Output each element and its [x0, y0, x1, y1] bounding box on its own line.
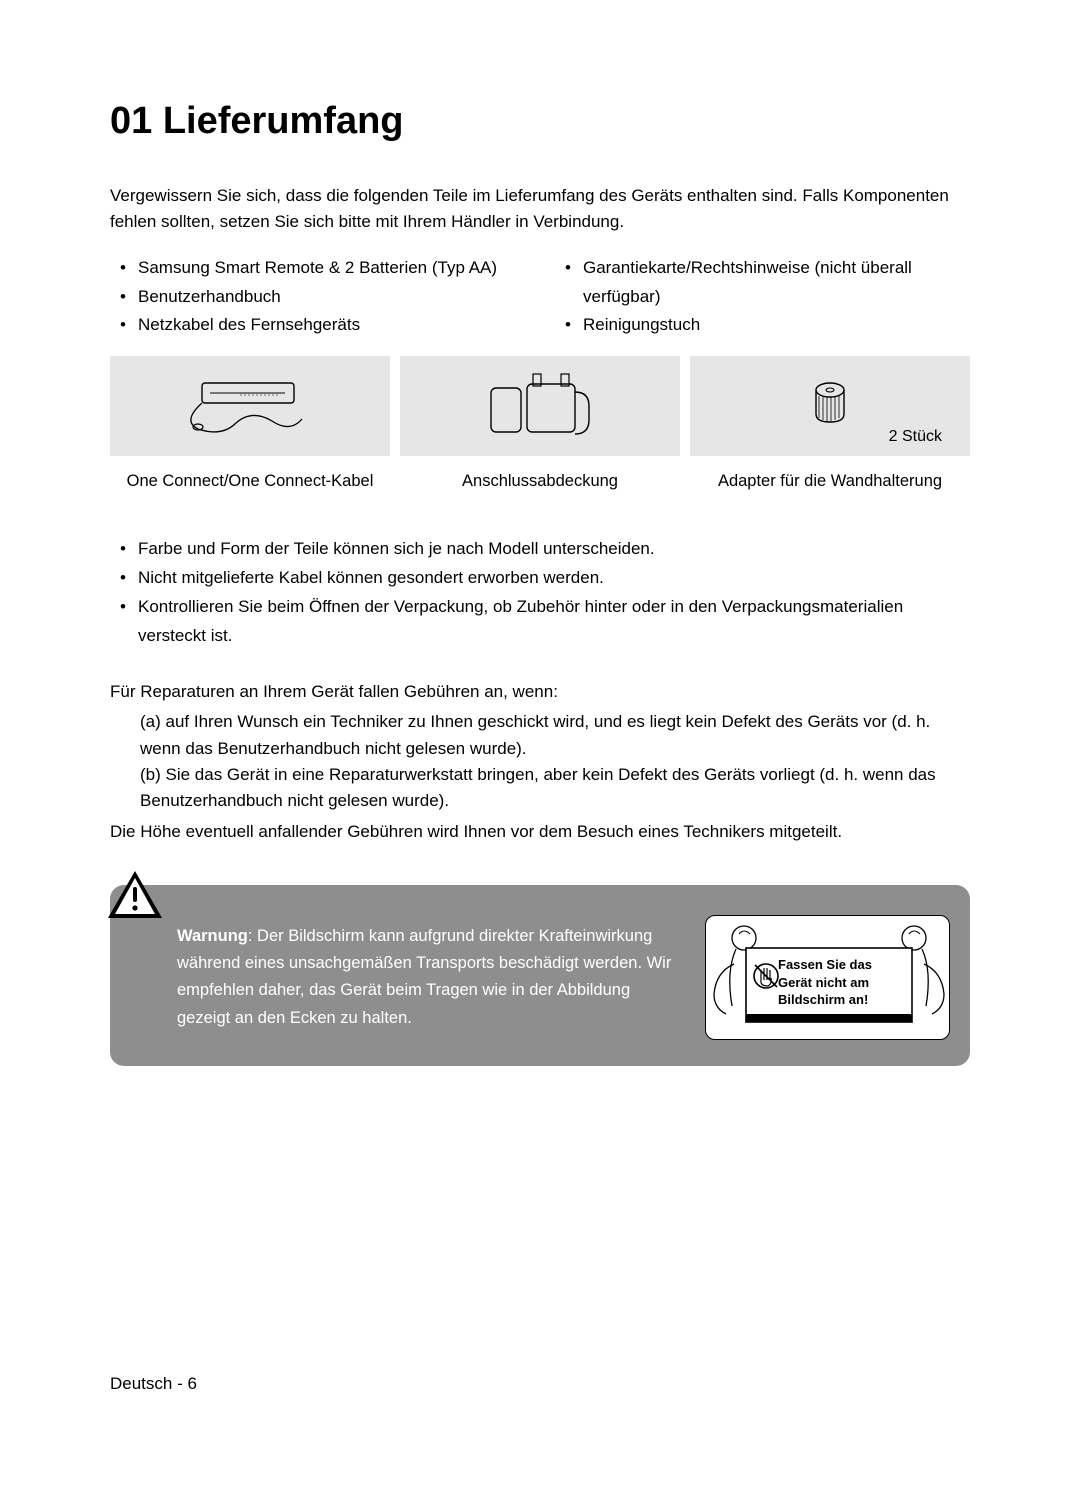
figure-one-connect [110, 356, 390, 456]
warning-illustration: Fassen Sie das Gerät nicht am Bildschirm… [705, 915, 950, 1040]
repair-heading: Für Reparaturen an Ihrem Gerät fallen Ge… [110, 679, 970, 705]
illus-line: Fassen Sie das [778, 957, 872, 972]
one-connect-icon [180, 371, 320, 441]
figure-caption: Adapter für die Wandhalterung [690, 466, 970, 491]
list-item: Samsung Smart Remote & 2 Batterien (Typ … [138, 254, 525, 283]
repair-after: Die Höhe eventuell anfallender Gebühren … [110, 819, 970, 845]
page-footer: Deutsch - 6 [110, 1374, 197, 1394]
figure-adapter: 2 Stück [690, 356, 970, 456]
items-columns: Samsung Smart Remote & 2 Batterien (Typ … [110, 254, 970, 341]
figure-caption: One Connect/One Connect-Kabel [110, 466, 390, 491]
list-item: Nicht mitgelieferte Kabel können gesonde… [138, 564, 970, 593]
warning-block: Warnung: Der Bildschirm kann aufgrund di… [110, 885, 970, 1066]
adapter-icon [800, 378, 860, 434]
list-item: Kontrollieren Sie beim Öffnen der Verpac… [138, 593, 970, 651]
items-left-col: Samsung Smart Remote & 2 Batterien (Typ … [110, 254, 525, 341]
list-item: Garantiekarte/Rechtshinweise (nicht über… [583, 254, 970, 312]
adapter-quantity: 2 Stück [889, 428, 942, 446]
cover-icon [475, 366, 605, 446]
repair-item-a: (a) auf Ihren Wunsch ein Techniker zu Ih… [110, 709, 970, 762]
figures-row: 2 Stück [110, 356, 970, 456]
notes-list: Farbe und Form der Teile können sich je … [110, 535, 970, 651]
warning-triangle-icon [106, 869, 164, 926]
figure-caption: Anschlussabdeckung [400, 466, 680, 491]
items-right-col: Garantiekarte/Rechtshinweise (nicht über… [555, 254, 970, 341]
list-item: Reinigungstuch [583, 311, 970, 340]
warning-illus-text: Fassen Sie das Gerät nicht am Bildschirm… [778, 956, 872, 1009]
illus-line: Bildschirm an! [778, 992, 868, 1007]
warning-body: : Der Bildschirm kann aufgrund direkter … [177, 927, 671, 1027]
warning-label: Warnung [177, 927, 248, 945]
list-item: Farbe und Form der Teile können sich je … [138, 535, 970, 564]
warning-text: Warnung: Der Bildschirm kann aufgrund di… [177, 923, 683, 1032]
list-item: Benutzerhandbuch [138, 283, 525, 312]
intro-paragraph: Vergewissern Sie sich, dass die folgende… [110, 183, 970, 236]
page-heading: 01 Lieferumfang [110, 100, 970, 143]
repair-item-b: (b) Sie das Gerät in eine Reparaturwerks… [110, 762, 970, 815]
illus-line: Gerät nicht am [778, 975, 869, 990]
figure-cover [400, 356, 680, 456]
captions-row: One Connect/One Connect-Kabel Anschlussa… [110, 466, 970, 491]
list-item: Netzkabel des Fernsehgeräts [138, 311, 525, 340]
